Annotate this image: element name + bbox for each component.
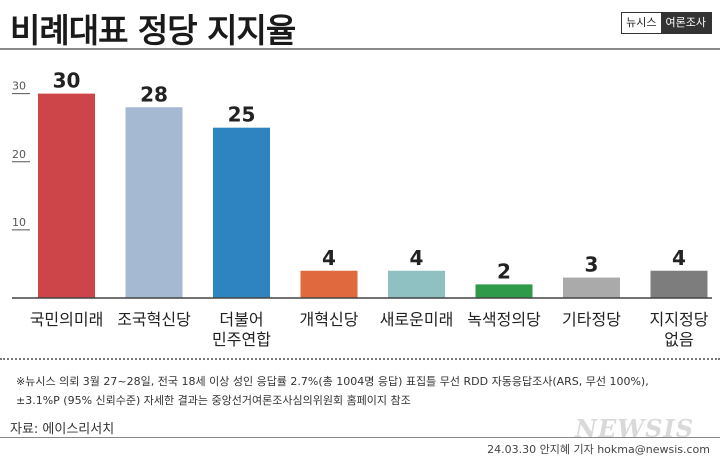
y-tick-label: 20 [12,148,26,161]
y-tick-label: 10 [12,216,26,229]
category-label: 더불어 민주연합 [212,310,271,349]
bar-value-label: 30 [53,69,81,93]
bar [125,107,183,298]
bar [300,270,358,298]
data-source: 자료: 에이스리서치 [10,422,115,437]
survey-note-line-1: ※뉴시스 의뢰 3월 27~28일, 전국 18세 이상 성인 응답률 2.7%… [16,375,649,388]
category-label: 개혁신당 [300,310,359,329]
survey-note-line-2: ±3.1%P (95% 신뢰수준) 자세한 결과는 중앙선거여론조사심의위원회 … [16,394,411,407]
bar-value-label: 4 [322,246,336,270]
survey-note: ※뉴시스 의뢰 3월 27~28일, 전국 18세 이상 성인 응답률 2.7%… [16,372,649,410]
footer-divider [0,437,720,438]
category-label: 국민의미래 [30,310,104,329]
bar-value-label: 28 [140,82,168,106]
badge-newsis-label: 뉴시스 [622,13,661,33]
credit-line: 24.03.30 안지혜 기자 hokma@newsis.com [487,443,710,456]
newsis-watermark-logo: NEWSIS [575,414,695,443]
bar-value-label: 4 [672,246,686,270]
newsis-poll-badge: 뉴시스 여론조사 [621,12,712,34]
bar [38,93,95,298]
category-label: 녹색정의당 [467,310,541,329]
category-label: 기타정당 [562,310,621,329]
category-label: 새로운미래 [380,310,454,329]
badge-poll-label: 여론조사 [660,13,711,33]
bar [650,270,708,298]
bar-value-label: 25 [228,103,256,127]
category-label: 지지정당 없음 [650,310,709,349]
bar [213,127,270,298]
party-support-bar-chart: 10 20 30 30 국민의미래 28 조국혁신당 25 더불어 민주연합 4 개혁신당 4 새로운미래… [12,69,712,349]
category-label: 조국혁신당 [117,310,191,329]
bar-value-label: 2 [497,259,511,283]
bar [388,270,445,298]
page-title: 비례대표 정당 지지율 [10,11,296,50]
footer-dotted-divider [0,358,720,360]
bar-value-label: 4 [410,246,424,270]
bar [475,284,533,298]
bar [563,277,620,298]
title-divider [0,48,720,50]
y-tick-label: 30 [12,80,26,93]
bar-value-label: 3 [585,253,599,277]
